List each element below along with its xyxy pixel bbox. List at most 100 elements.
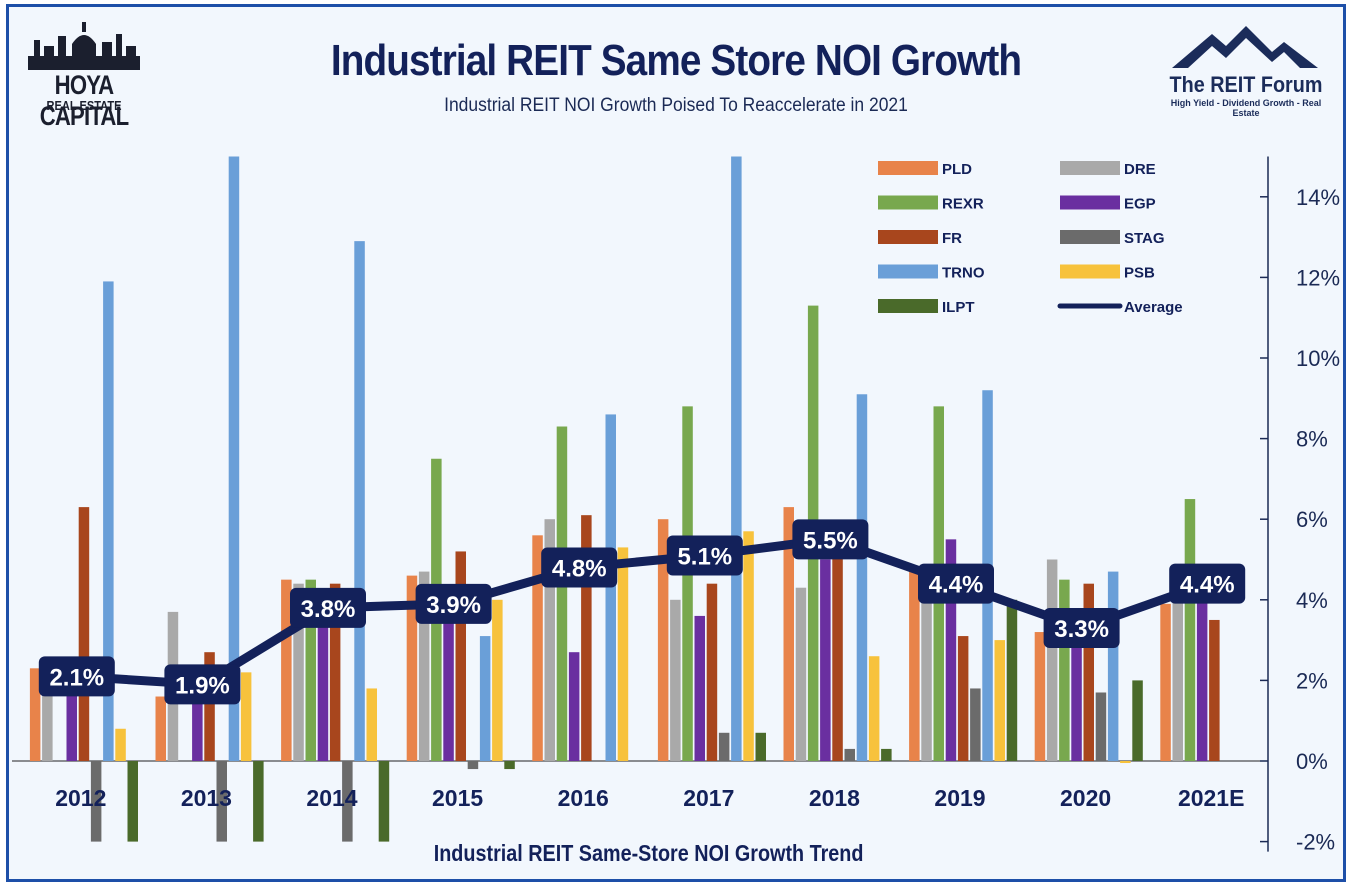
bar-pld [281,579,292,761]
x-tick-label: 2020 [1060,785,1111,811]
y-tick-label: 6% [1296,507,1328,532]
average-label-box [541,547,618,588]
bar-fr [1083,583,1094,761]
bar-pld [532,535,543,761]
bar-dre [418,571,430,761]
bar-stag [216,761,227,842]
bar-ilpt [127,761,138,842]
bar-psb [115,728,126,761]
average-data-label: 5.1% [677,543,732,570]
bar-dre [544,519,555,761]
average-label-box [1043,608,1120,649]
bar-rexr [1184,499,1196,761]
bar-fr [78,507,90,761]
legend-swatch-ilpt [878,299,938,313]
bar-psb [994,640,1005,761]
legend-label: STAG [1124,230,1165,247]
x-tick-label: 2012 [55,785,106,811]
bar-ilpt [504,761,515,770]
bar-ilpt [1006,599,1018,761]
x-tick-label: 2015 [432,785,483,811]
bar-ilpt [253,761,264,842]
average-label-box [38,656,115,697]
bar-stag [342,761,353,842]
bar-pld [155,696,166,761]
bar-egp [192,680,203,761]
legend-label: Average [1124,299,1183,316]
legend-swatch-egp [1060,195,1120,210]
legend-label: ILPT [942,299,975,316]
bar-stag [970,688,981,761]
average-data-label: 4.4% [929,572,984,599]
bar-rexr [682,406,693,761]
bar-dre [670,599,681,761]
bar-pld [909,571,920,761]
bar-trno [354,241,365,761]
bar-fr [832,539,843,761]
legend-label: TRNO [942,265,985,282]
average-data-label: 1.9% [175,672,230,699]
average-data-label: 5.5% [803,527,858,554]
bar-rexr [1059,579,1070,761]
bar-ilpt [1132,680,1143,761]
bar-egp [820,559,831,761]
logo-right-tagline: High Yield - Dividend Growth - Real Esta… [1170,98,1322,118]
average-label-box [164,664,241,705]
bar-stag [718,732,730,761]
legend-label: PLD [942,161,972,178]
average-data-label: 3.8% [301,596,356,623]
bar-trno [1107,571,1119,761]
bar-pld [657,519,669,761]
bar-ilpt [881,748,892,761]
legend-label: DRE [1124,161,1156,178]
bar-dre [293,583,304,761]
legend-label: EGP [1124,196,1156,213]
bar-fr [957,636,969,761]
y-tick-label: -2% [1296,830,1335,855]
bar-rexr [305,579,316,761]
bar-trno [731,156,742,761]
bar-egp [694,615,705,761]
bar-ilpt [378,761,390,842]
y-tick-label: 8% [1296,427,1328,452]
x-tick-label: 2018 [809,785,860,811]
logo-left-title: HOYA CAPITAL [39,70,129,131]
hoya-capital-logo: HOYA CAPITAL REAL ESTATE [14,18,154,131]
bar-fr [455,551,466,761]
average-line [72,534,1212,689]
y-tick-label: 12% [1296,265,1340,290]
bar-dre [921,579,932,761]
legend-swatch-rexr [878,195,938,210]
mountain-icon [1172,26,1318,68]
logo-left-subtitle: REAL ESTATE [46,98,122,113]
bar-trno [479,636,491,761]
x-tick-label: 2016 [558,785,609,811]
reit-forum-logo: The REIT Forum High Yield - Dividend Gro… [1160,22,1332,122]
legend-swatch-psb [1060,264,1120,279]
average-data-label: 3.9% [426,592,481,619]
logo-right-title: The REIT Forum [1169,72,1323,97]
bar-stag [90,761,102,842]
chart-subtitle: Industrial REIT NOI Growth Poised To Rea… [444,95,908,116]
legend-swatch-trno [878,264,938,279]
bar-egp [945,539,957,761]
bar-dre [1172,591,1183,761]
bar-pld [783,507,794,761]
legend-swatch-stag [1060,230,1120,244]
y-tick-label: 10% [1296,346,1340,371]
x-tick-label: 2019 [934,785,985,811]
average-data-label: 4.8% [552,556,607,583]
bar-fr [1209,619,1220,761]
average-label-box [415,583,492,624]
bar-fr [706,583,718,761]
bar-pld [29,668,41,761]
bar-fr [329,583,341,761]
average-data-label: 4.4% [1180,572,1235,599]
bar-egp [1071,640,1082,761]
x-tick-label: 2014 [306,785,357,811]
y-tick-label: 0% [1296,749,1328,774]
bar-egp [568,652,580,761]
legend-swatch-pld [878,161,938,175]
bar-stag [1095,692,1107,761]
bar-psb [617,547,629,761]
